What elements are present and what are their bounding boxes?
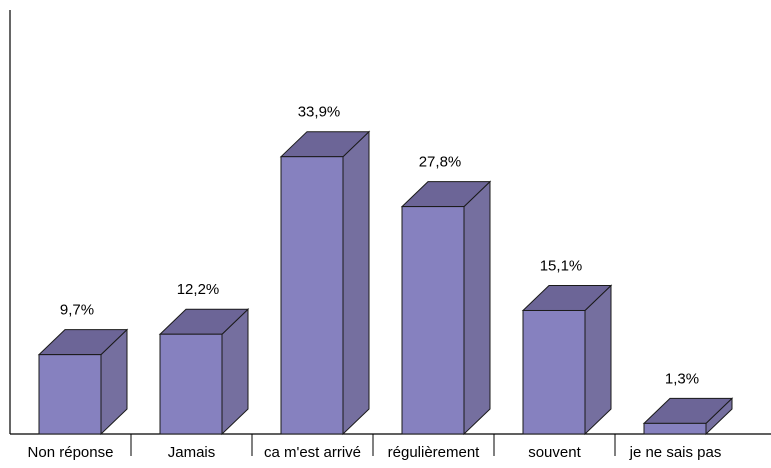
bar-front-face	[522, 309, 586, 435]
data-label: 9,7%	[60, 302, 94, 319]
bar-side-face	[342, 130, 370, 436]
bar	[521, 284, 613, 436]
category-label: Non réponse	[28, 444, 114, 461]
bar	[158, 308, 250, 436]
category-label: je ne sais pas	[629, 444, 722, 461]
category-label: ca m'est arrivé	[264, 444, 361, 461]
bar	[279, 130, 371, 436]
bar-front-face	[159, 333, 223, 435]
category-label: souvent	[528, 444, 581, 461]
data-label: 1,3%	[665, 370, 699, 387]
bar	[642, 397, 734, 436]
bar-front-face	[643, 422, 707, 435]
bar	[400, 180, 492, 436]
category-label: Jamais	[168, 444, 216, 461]
bar-side-face	[584, 284, 612, 436]
bars	[37, 130, 734, 436]
bar	[37, 328, 129, 436]
bar-front-face	[401, 206, 465, 435]
bar-side-face	[463, 180, 491, 436]
data-label: 27,8%	[419, 154, 462, 171]
bar-front-face	[280, 156, 344, 435]
data-label: 12,2%	[177, 281, 220, 298]
data-label: 15,1%	[540, 257, 583, 274]
labels: 9,7% Non réponse 12,2% Jamais 33,9% ca m'est …	[28, 104, 722, 461]
bar-front-face	[38, 354, 102, 435]
data-label: 33,9%	[298, 104, 341, 121]
category-label: régulièrement	[388, 444, 481, 461]
